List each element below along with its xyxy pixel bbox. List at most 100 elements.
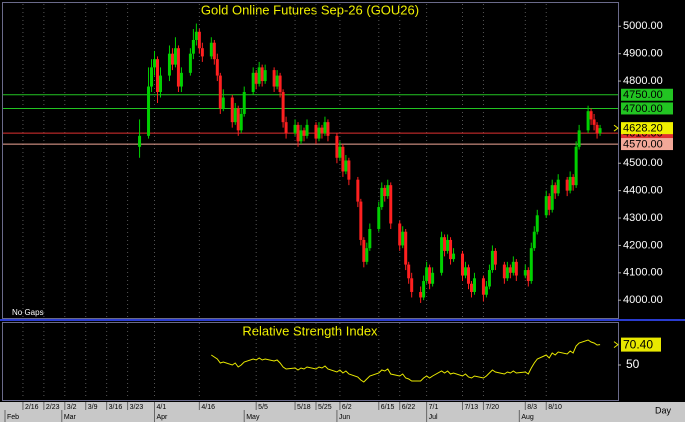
- candle-body: [389, 185, 393, 224]
- candle-body: [377, 207, 381, 229]
- time-axis-strip: [0, 402, 685, 422]
- x-tick-label: 4/1: [157, 404, 167, 411]
- rsi-panel-frame: [2, 322, 619, 401]
- candle-body: [598, 128, 602, 134]
- candle-body: [383, 187, 387, 197]
- x-tick-label: 6/2: [342, 404, 352, 411]
- candle-body: [305, 124, 309, 136]
- candle-body: [254, 72, 258, 84]
- candle-body: [272, 70, 276, 87]
- last-price-arrow: [613, 124, 619, 132]
- level-label-box: [621, 138, 673, 151]
- month-label: Mar: [64, 414, 77, 421]
- rsi-last-box: [621, 337, 661, 352]
- candle-body: [398, 223, 402, 246]
- candle-body: [469, 283, 473, 292]
- candle-body: [335, 135, 339, 158]
- rsi-last-label: 70.40: [623, 337, 653, 351]
- candle-body: [461, 253, 465, 276]
- candle-body: [314, 124, 318, 139]
- candle-body: [550, 185, 554, 210]
- candle-body: [586, 111, 590, 131]
- x-tick-label: 7/20: [485, 404, 499, 411]
- candle-body: [284, 122, 288, 134]
- candle-body: [449, 239, 453, 260]
- last-price-label: 4628.20: [623, 123, 663, 135]
- candle-body: [359, 201, 363, 240]
- candle-body: [236, 108, 240, 131]
- candle-body: [167, 53, 171, 76]
- month-label: Jun: [339, 414, 350, 421]
- candle-body: [508, 267, 512, 273]
- candle-body: [170, 53, 174, 65]
- candle-body: [197, 31, 201, 49]
- candle-body: [592, 119, 596, 125]
- x-tick-label: 4/16: [201, 404, 215, 411]
- candle-body: [179, 72, 183, 87]
- candle-body: [218, 75, 222, 109]
- candle-body: [194, 31, 198, 40]
- candle-body: [173, 48, 177, 65]
- y-tick-label: 4200.00: [623, 239, 663, 251]
- candle-body: [386, 185, 390, 197]
- candle-body: [526, 270, 530, 282]
- x-tick-label: 7/13: [465, 404, 479, 411]
- candle-body: [347, 160, 351, 180]
- chart-title: Gold Online Futures Sep-26 (GOU26): [201, 2, 419, 17]
- candle-body: [341, 146, 345, 172]
- y-tick-label: 4000.00: [623, 294, 663, 306]
- candle-body: [472, 278, 476, 292]
- candle-body: [176, 48, 180, 87]
- candle-body: [338, 146, 342, 158]
- candle-body: [595, 124, 599, 134]
- candle-body: [200, 48, 204, 57]
- candle-body: [257, 67, 261, 84]
- x-tick-label: 2/16: [25, 404, 39, 411]
- candle-body: [463, 267, 467, 276]
- candle-body: [365, 248, 369, 262]
- candle-body: [153, 59, 157, 68]
- candle-body: [481, 278, 485, 295]
- candle-body: [535, 215, 539, 232]
- candle-body: [242, 92, 246, 114]
- y-tick-label: 4500.00: [623, 157, 663, 169]
- x-tick-label: 5/25: [318, 404, 332, 411]
- y-tick-label: 5000.00: [623, 20, 663, 32]
- candle-body: [556, 179, 560, 194]
- level-label-box: [621, 88, 673, 101]
- y-tick-label: 4800.00: [623, 75, 663, 87]
- y-tick-label: 4100.00: [623, 267, 663, 279]
- candle-body: [589, 111, 593, 120]
- candle-body: [505, 267, 509, 279]
- x-tick-label: 7/1: [429, 404, 439, 411]
- candle-body: [466, 267, 470, 284]
- y-tick-label: 4900.00: [623, 48, 663, 60]
- candle-body: [431, 272, 435, 284]
- candle-body: [209, 42, 213, 57]
- level-label: 4750.00: [623, 89, 663, 101]
- candle-body: [446, 239, 450, 251]
- candle-body: [380, 187, 384, 208]
- rsi-y-tick-label: 50: [626, 357, 640, 371]
- level-label: 4700.00: [623, 103, 663, 115]
- x-tick-label: 6/15: [381, 404, 395, 411]
- candle-body: [251, 72, 255, 93]
- candle-body: [571, 176, 575, 186]
- candle-body: [523, 270, 527, 276]
- candle-body: [511, 261, 515, 273]
- x-tick-label: 5/5: [258, 404, 268, 411]
- candle-body: [514, 261, 518, 276]
- candle-body: [215, 59, 219, 76]
- candle-body: [281, 92, 285, 123]
- candle-body: [293, 124, 297, 134]
- candle-body: [565, 179, 569, 191]
- candle-body: [317, 127, 321, 139]
- candle-body: [487, 270, 491, 287]
- x-tick-label: 3/2: [67, 404, 77, 411]
- candle-body: [362, 239, 366, 262]
- x-tick-label: 8/3: [527, 404, 537, 411]
- x-tick-label: 8/10: [548, 404, 562, 411]
- x-tick-label: 3/9: [88, 404, 98, 411]
